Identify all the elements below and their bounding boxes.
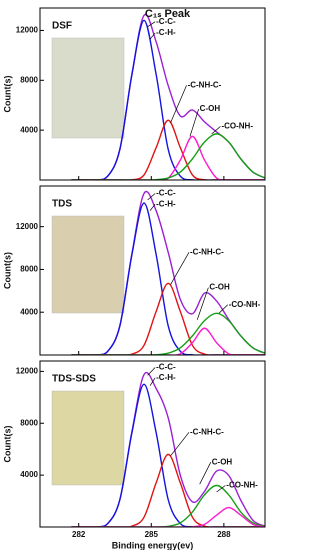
y-tick-label: 8000 bbox=[20, 265, 38, 274]
sample-label: TDS-SDS bbox=[52, 374, 96, 385]
curve bbox=[71, 506, 265, 527]
curve bbox=[71, 202, 265, 355]
annotation: -C-H- bbox=[156, 28, 176, 37]
curve bbox=[71, 135, 265, 180]
annotation-line bbox=[199, 461, 212, 485]
chart-title: C₁ₛ Peak bbox=[145, 8, 191, 20]
x-tick-label: 282 bbox=[72, 530, 86, 539]
annotation: -C-C- bbox=[156, 17, 176, 26]
x-tick-label: 285 bbox=[145, 530, 159, 539]
sample-image bbox=[51, 37, 125, 139]
curve bbox=[71, 327, 265, 355]
annotation-line bbox=[149, 32, 156, 40]
y-tick-label: 8000 bbox=[20, 75, 38, 84]
y-axis-title: Count(s) bbox=[2, 426, 12, 463]
sample-image bbox=[51, 215, 125, 314]
annotation: -C-NH-C- bbox=[190, 427, 224, 436]
annotation-line bbox=[170, 432, 190, 456]
annotation-line bbox=[149, 377, 156, 386]
plot-frame bbox=[39, 7, 266, 181]
annotation: C-OH bbox=[212, 457, 233, 466]
annotation: -C-NH-C- bbox=[190, 247, 224, 256]
y-tick-label: 8000 bbox=[20, 418, 38, 427]
curve bbox=[71, 453, 265, 527]
annotation-line bbox=[147, 21, 156, 27]
curve bbox=[71, 383, 265, 527]
y-tick-label: 12000 bbox=[16, 26, 39, 35]
annotation: -C-H- bbox=[156, 199, 176, 208]
annotation: -C-NH-C- bbox=[188, 80, 222, 89]
sample-image bbox=[51, 390, 125, 486]
sample-label: DSF bbox=[52, 21, 72, 32]
plot-frame bbox=[39, 185, 266, 356]
plot-lines bbox=[71, 371, 265, 527]
annotation-line bbox=[218, 304, 228, 314]
y-axis-title: Count(s) bbox=[2, 76, 12, 113]
x-axis-title: Binding energy(ev) bbox=[112, 540, 194, 550]
annotation-line bbox=[149, 203, 156, 211]
annotation-line bbox=[147, 193, 156, 201]
plot-frame bbox=[39, 360, 266, 528]
curve bbox=[71, 119, 265, 180]
curve bbox=[71, 312, 265, 355]
y-tick-label: 12000 bbox=[16, 222, 39, 231]
y-tick-label: 4000 bbox=[20, 307, 38, 316]
curve bbox=[71, 133, 265, 180]
y-tick-label: 12000 bbox=[16, 366, 39, 375]
curve bbox=[71, 484, 265, 527]
y-axis-title: Count(s) bbox=[2, 252, 12, 289]
curve bbox=[71, 19, 265, 180]
plot-lines bbox=[71, 13, 265, 180]
annotation: -C-C- bbox=[156, 363, 176, 372]
annotation: C-OH bbox=[209, 283, 230, 292]
annotation-line bbox=[196, 287, 209, 320]
sample-label: TDS bbox=[52, 199, 72, 210]
annotation: -C-H- bbox=[156, 373, 176, 382]
x-tick-label: 288 bbox=[217, 530, 231, 539]
annotation-line bbox=[211, 126, 221, 135]
annotation: -CO-NH- bbox=[226, 481, 258, 490]
curve bbox=[71, 282, 265, 355]
y-tick-label: 4000 bbox=[20, 470, 38, 479]
annotation-line bbox=[147, 367, 156, 376]
y-tick-label: 4000 bbox=[20, 125, 38, 134]
annotation-line bbox=[170, 85, 187, 123]
annotation-line bbox=[189, 108, 200, 137]
annotation: -CO-NH- bbox=[229, 300, 261, 309]
annotation: -C-C- bbox=[156, 189, 176, 198]
annotation-line bbox=[216, 485, 226, 493]
annotation-line bbox=[170, 252, 190, 285]
annotation: C-OH bbox=[200, 104, 221, 113]
annotation: -CO-NH- bbox=[221, 122, 253, 131]
